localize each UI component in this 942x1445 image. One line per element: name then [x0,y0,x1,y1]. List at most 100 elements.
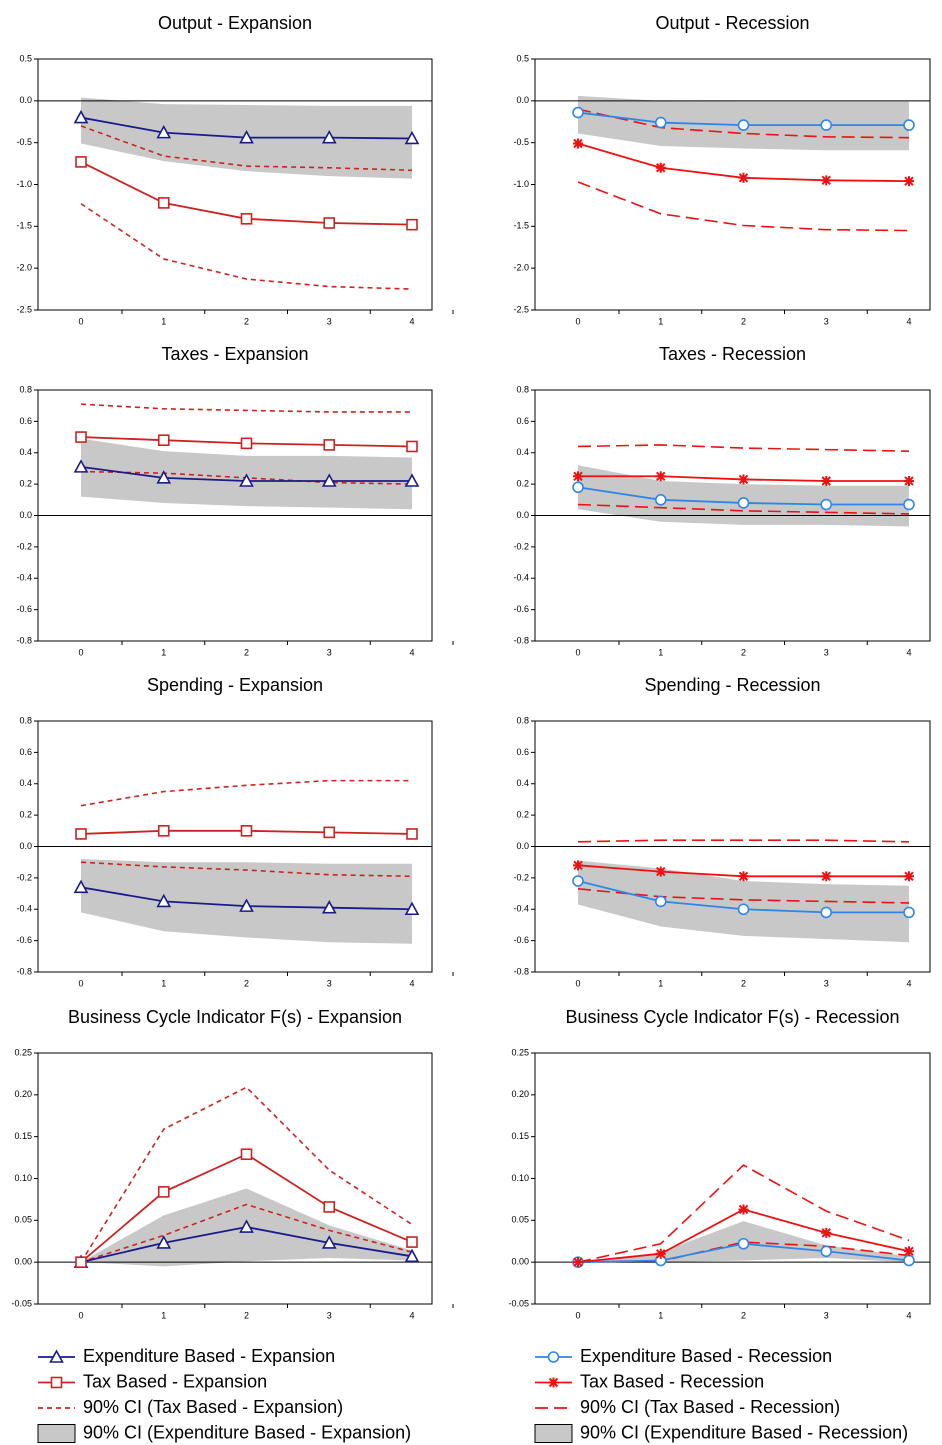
x-tick-label: 3 [824,316,829,326]
marker [239,129,254,144]
marker [73,109,89,124]
chart-title: Taxes - Expansion [161,344,308,364]
legend-label: 90% CI (Expenditure Based - Recession) [580,1422,908,1442]
legend-label: Expenditure Based - Recession [580,1346,832,1366]
y-tick-label: 0.0 [516,95,529,105]
chart-title: Spending - Recession [644,675,820,695]
marker [406,828,418,840]
y-tick-label: -0.2 [513,541,529,551]
x-tick-label: 2 [741,1310,746,1320]
marker [904,176,914,187]
y-tick-label: -2.5 [16,304,32,314]
x-tick-label: 2 [741,647,746,657]
y-tick-label: 0.0 [19,841,32,851]
marker [904,1246,914,1257]
marker [75,431,87,443]
ci-line [577,888,910,904]
y-tick-label: -1.0 [16,179,32,189]
ci-line [80,125,413,172]
x-tick-label: 1 [161,1310,166,1320]
marker [903,119,915,131]
marker [323,439,336,451]
marker [75,156,87,168]
marker [820,1245,833,1258]
marker [572,481,584,494]
x-tick-label: 1 [658,316,663,326]
x-tick-label: 3 [824,647,829,657]
marker [737,119,750,131]
ci-line [577,444,910,452]
legend-label: 90% CI (Tax Based - Expansion) [83,1397,343,1417]
y-tick-label: -1.5 [513,221,529,231]
x-tick-label: 2 [741,316,746,326]
marker [655,866,666,877]
marker [821,175,832,186]
plot-frame [534,1052,931,1305]
ci-line [80,779,412,807]
y-tick-label: -0.2 [513,872,529,882]
marker [820,119,833,131]
y-tick-label: -0.4 [16,573,32,583]
y-tick-label: 0.8 [516,384,529,394]
x-tick-label: 2 [244,647,249,657]
x-tick-label: 4 [906,647,911,657]
x-tick-label: 2 [244,316,249,326]
y-tick-label: 0.5 [19,53,32,63]
marker [904,475,914,486]
marker [157,434,170,447]
marker [820,498,833,511]
panel: Output - Recession 0.5 0.0 -0.5 -1.0 -1.5 -2.0… [513,13,931,326]
y-tick-label: 0.10 [511,1173,529,1183]
y-tick-label: 0.4 [19,778,32,788]
y-tick-label: 0.8 [19,715,32,725]
marker [821,1227,832,1238]
ci-line [80,403,412,413]
legend-label: 90% CI (Expenditure Based - Expansion) [83,1422,411,1442]
x-tick-label: 3 [824,1310,829,1320]
marker [573,138,583,149]
y-tick-label: 0.4 [516,447,529,457]
x-tick-label: 1 [161,978,166,988]
chart-title: Output - Recession [655,13,809,33]
y-tick-label: 0.00 [511,1257,529,1267]
ci-line [80,203,413,290]
marker [654,116,667,129]
x-tick-label: 3 [327,316,332,326]
marker [655,471,666,482]
panel: Business Cycle Indicator F(s) - Recessio… [508,1007,931,1443]
y-tick-label: -0.05 [11,1298,32,1308]
x-tick-label: 3 [327,1310,332,1320]
y-tick-label: -1.5 [16,221,32,231]
y-tick-label: -0.8 [16,635,32,645]
y-tick-label: 0.00 [14,1257,32,1267]
y-tick-label: -0.6 [513,935,529,945]
marker [75,1256,87,1268]
y-tick-label: -0.6 [16,935,32,945]
y-tick-label: -1.0 [513,179,529,189]
ci-line [80,1086,413,1263]
marker [323,1201,336,1213]
marker [321,900,337,914]
x-tick-label: 0 [78,978,83,988]
y-tick-label: 0.4 [19,447,32,457]
y-tick-label: -0.4 [16,904,32,914]
marker [156,1235,172,1249]
marker [156,124,172,139]
y-tick-label: -2.0 [513,263,529,273]
marker [75,828,87,840]
marker [321,129,337,144]
marker [157,1186,170,1198]
marker [323,826,336,839]
y-tick-label: 0.05 [14,1215,32,1225]
marker [903,498,915,511]
x-tick-label: 0 [78,1310,83,1320]
marker [738,474,749,485]
y-tick-label: -2.5 [513,304,529,314]
marker [573,471,583,482]
marker [404,130,420,145]
ci-line [80,1203,413,1263]
ci-line [80,861,413,878]
x-tick-label: 1 [161,316,166,326]
marker [321,1235,337,1249]
